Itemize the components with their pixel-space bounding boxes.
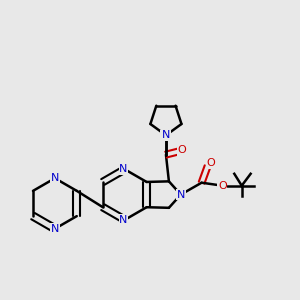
Text: O: O	[206, 158, 215, 168]
Text: N: N	[51, 173, 59, 183]
Text: N: N	[51, 224, 59, 234]
Text: O: O	[218, 181, 227, 191]
Text: N: N	[162, 130, 170, 140]
Text: N: N	[119, 215, 128, 225]
Text: N: N	[177, 190, 185, 200]
Text: N: N	[160, 131, 169, 141]
Text: O: O	[178, 145, 186, 155]
Text: N: N	[119, 164, 128, 174]
